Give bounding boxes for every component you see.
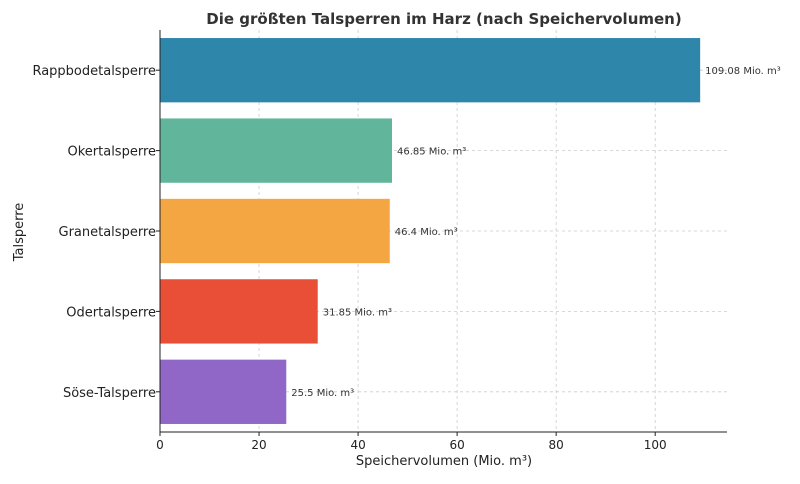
y-axis-label: Talsperre [12,203,27,263]
x-tick-label: 0 [156,438,164,452]
data-label: 25.5 Mio. m³ [291,388,354,399]
y-tick-label: Odertalsperre [66,305,156,320]
data-label: 31.85 Mio. m³ [323,307,392,318]
x-tick-label: 100 [644,438,667,452]
chart-title: Die größten Talsperren im Harz (nach Spe… [206,10,681,28]
y-tick-label: Okertalsperre [67,145,156,160]
bars: 109.08 Mio. m³ 46.85 Mio. m³ 46.4 Mio. m³ 3… [160,38,781,424]
data-label: 109.08 Mio. m³ [705,66,781,77]
x-axis-label: Speichervolumen (Mio. m³) [356,454,532,469]
x-tick-label: 40 [350,438,365,452]
y-tick-label: Granetalsperre [59,225,157,240]
x-tick-label: 80 [549,438,564,452]
bar [160,198,390,264]
x-tick-label: 20 [251,438,266,452]
x-tick-label: 60 [449,438,464,452]
bar [160,359,287,424]
y-tick-label: Söse-Talsperre [63,386,156,401]
axes: 0 20 40 60 80 100 Rappbodetalsperre Okertalsper… [32,30,727,452]
data-label: 46.85 Mio. m³ [397,147,466,158]
bar [160,279,318,344]
y-tick-label: Rappbodetalsperre [32,64,156,79]
data-label: 46.4 Mio. m³ [395,227,458,238]
bar [160,38,701,103]
bar [160,118,392,183]
